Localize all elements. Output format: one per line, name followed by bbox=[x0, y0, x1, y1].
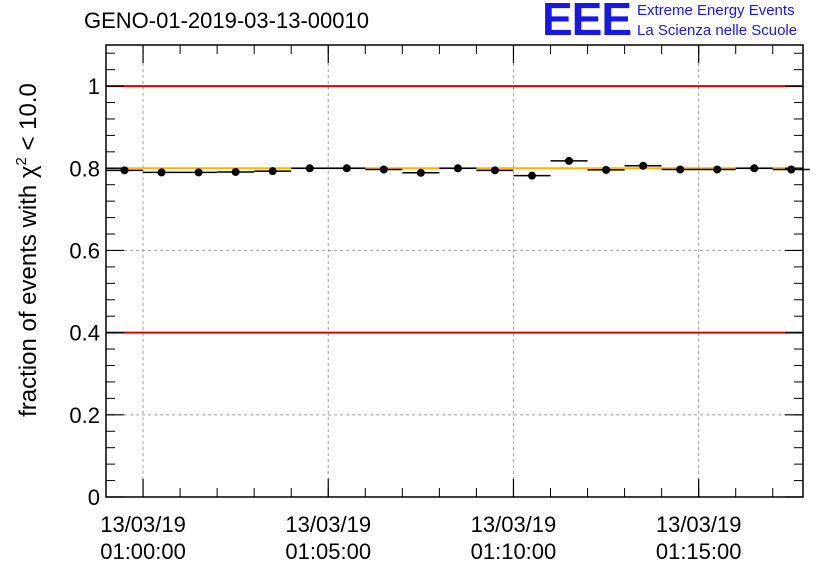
axis-ticks bbox=[105, 45, 803, 498]
data-point bbox=[342, 164, 351, 173]
y-tick-label: 0 bbox=[88, 485, 100, 510]
plot-frame bbox=[105, 44, 804, 498]
x-tick-label-date: 13/03/19 bbox=[100, 512, 186, 537]
y-axis-label: fraction of events with χ2 < 10.0 bbox=[13, 83, 42, 417]
data-point bbox=[602, 165, 611, 174]
y-tick-label: 0.8 bbox=[69, 156, 100, 181]
x-tick-label-date: 13/03/19 bbox=[285, 512, 371, 537]
data-point bbox=[565, 156, 574, 165]
data-points bbox=[106, 156, 810, 180]
data-point bbox=[453, 164, 462, 173]
x-tick-label-time: 01:05:00 bbox=[285, 539, 371, 564]
x-tick-label-time: 01:15:00 bbox=[656, 539, 742, 564]
data-point bbox=[194, 168, 203, 177]
x-tick-label-date: 13/03/19 bbox=[656, 512, 742, 537]
data-point bbox=[713, 165, 722, 174]
logo-mark: EEE bbox=[542, 0, 632, 45]
data-point bbox=[787, 165, 796, 174]
y-tick-label: 1 bbox=[88, 74, 100, 99]
data-point bbox=[231, 167, 240, 176]
logo-subtitle-2: La Scienza nelle Scuole bbox=[637, 22, 798, 39]
data-point bbox=[676, 165, 685, 174]
run-title: GENO-01-2019-03-13-00010 bbox=[84, 8, 369, 33]
x-tick-label-time: 01:10:00 bbox=[471, 539, 557, 564]
data-point bbox=[750, 164, 759, 173]
y-tick-label: 0.4 bbox=[69, 321, 100, 346]
data-point bbox=[268, 167, 277, 176]
x-tick-label-date: 13/03/19 bbox=[471, 512, 557, 537]
data-point bbox=[639, 161, 648, 170]
x-tick-label-time: 01:00:00 bbox=[100, 539, 186, 564]
logo-subtitle-1: Extreme Energy Events bbox=[637, 2, 795, 19]
data-point bbox=[416, 168, 425, 177]
data-point bbox=[157, 168, 166, 177]
y-tick-label: 0.6 bbox=[69, 238, 100, 263]
grid-lines bbox=[106, 45, 803, 497]
data-point bbox=[490, 166, 499, 175]
data-point bbox=[305, 164, 314, 173]
tick-labels: 00.20.40.60.8113/03/1901:00:0013/03/1901… bbox=[69, 74, 741, 564]
data-point bbox=[379, 165, 388, 174]
y-tick-label: 0.2 bbox=[69, 403, 100, 428]
data-point bbox=[120, 166, 129, 175]
data-point bbox=[527, 171, 536, 180]
